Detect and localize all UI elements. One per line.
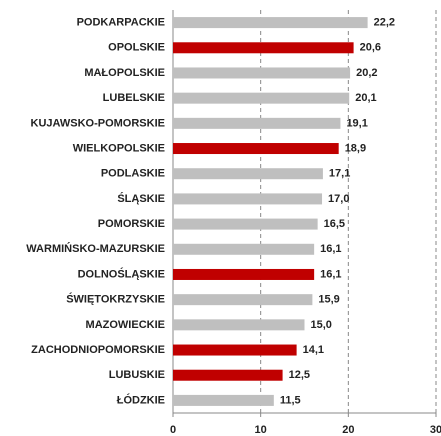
y-tick-label: KUJAWSKO-POMORSKIE [31, 117, 165, 129]
y-tick-label: LUBUSKIE [109, 369, 165, 381]
y-tick-label: ŚWIĘTOKRZYSKIE [66, 293, 165, 306]
y-tick-label: ZACHODNIOPOMORSKIE [31, 344, 165, 356]
y-tick-label: ŁÓDZKIE [117, 393, 165, 406]
value-label: 16,1 [320, 268, 341, 280]
y-tick-label: ŚLĄSKIE [117, 192, 165, 205]
x-tick-label: 10 [255, 424, 267, 436]
y-tick-label: MAŁOPOLSKIE [84, 67, 165, 79]
y-tick-label: OPOLSKIE [108, 42, 165, 54]
bar [173, 193, 323, 205]
value-label: 15,9 [318, 294, 339, 306]
y-tick-label: WIELKOPOLSKIE [73, 142, 165, 154]
bar [173, 17, 368, 29]
bar [173, 168, 323, 180]
value-label: 14,1 [303, 344, 324, 356]
bar [173, 319, 305, 331]
value-label: 15,0 [311, 319, 332, 331]
x-tick-label: 30 [430, 424, 441, 436]
value-label: 16,1 [320, 243, 341, 255]
y-tick-label: MAZOWIECKIE [86, 319, 165, 331]
value-label: 22,2 [374, 17, 395, 29]
value-label: 18,9 [345, 142, 366, 154]
x-tick-label: 0 [170, 424, 176, 436]
x-tick-label: 20 [342, 424, 354, 436]
value-label: 12,5 [289, 369, 310, 381]
value-label: 19,1 [346, 117, 367, 129]
value-label: 20,1 [355, 92, 376, 104]
y-tick-label: PODLASKIE [101, 168, 165, 180]
bar [173, 42, 354, 54]
value-label: 20,6 [360, 42, 381, 54]
bar [173, 92, 350, 104]
bar [173, 394, 274, 406]
bar [173, 117, 341, 129]
bar [173, 369, 283, 381]
y-tick-label: DOLNOŚLĄSKIE [78, 267, 165, 280]
value-label: 17,0 [328, 193, 349, 205]
bar [173, 344, 297, 356]
value-label: 20,2 [356, 67, 377, 79]
bar [173, 268, 315, 280]
y-tick-label: WARMIŃSKO-MAZURSKIE [26, 242, 165, 255]
y-tick-label: PODKARPACKIE [77, 17, 165, 29]
value-label: 17,1 [329, 168, 350, 180]
value-label: 11,5 [280, 394, 301, 406]
y-tick-label: POMORSKIE [98, 218, 165, 230]
bar [173, 294, 313, 306]
y-tick-label: LUBELSKIE [103, 92, 165, 104]
bar [173, 67, 351, 79]
bar [173, 218, 318, 230]
bar [173, 143, 339, 155]
bar [173, 243, 315, 255]
value-label: 16,5 [324, 218, 345, 230]
